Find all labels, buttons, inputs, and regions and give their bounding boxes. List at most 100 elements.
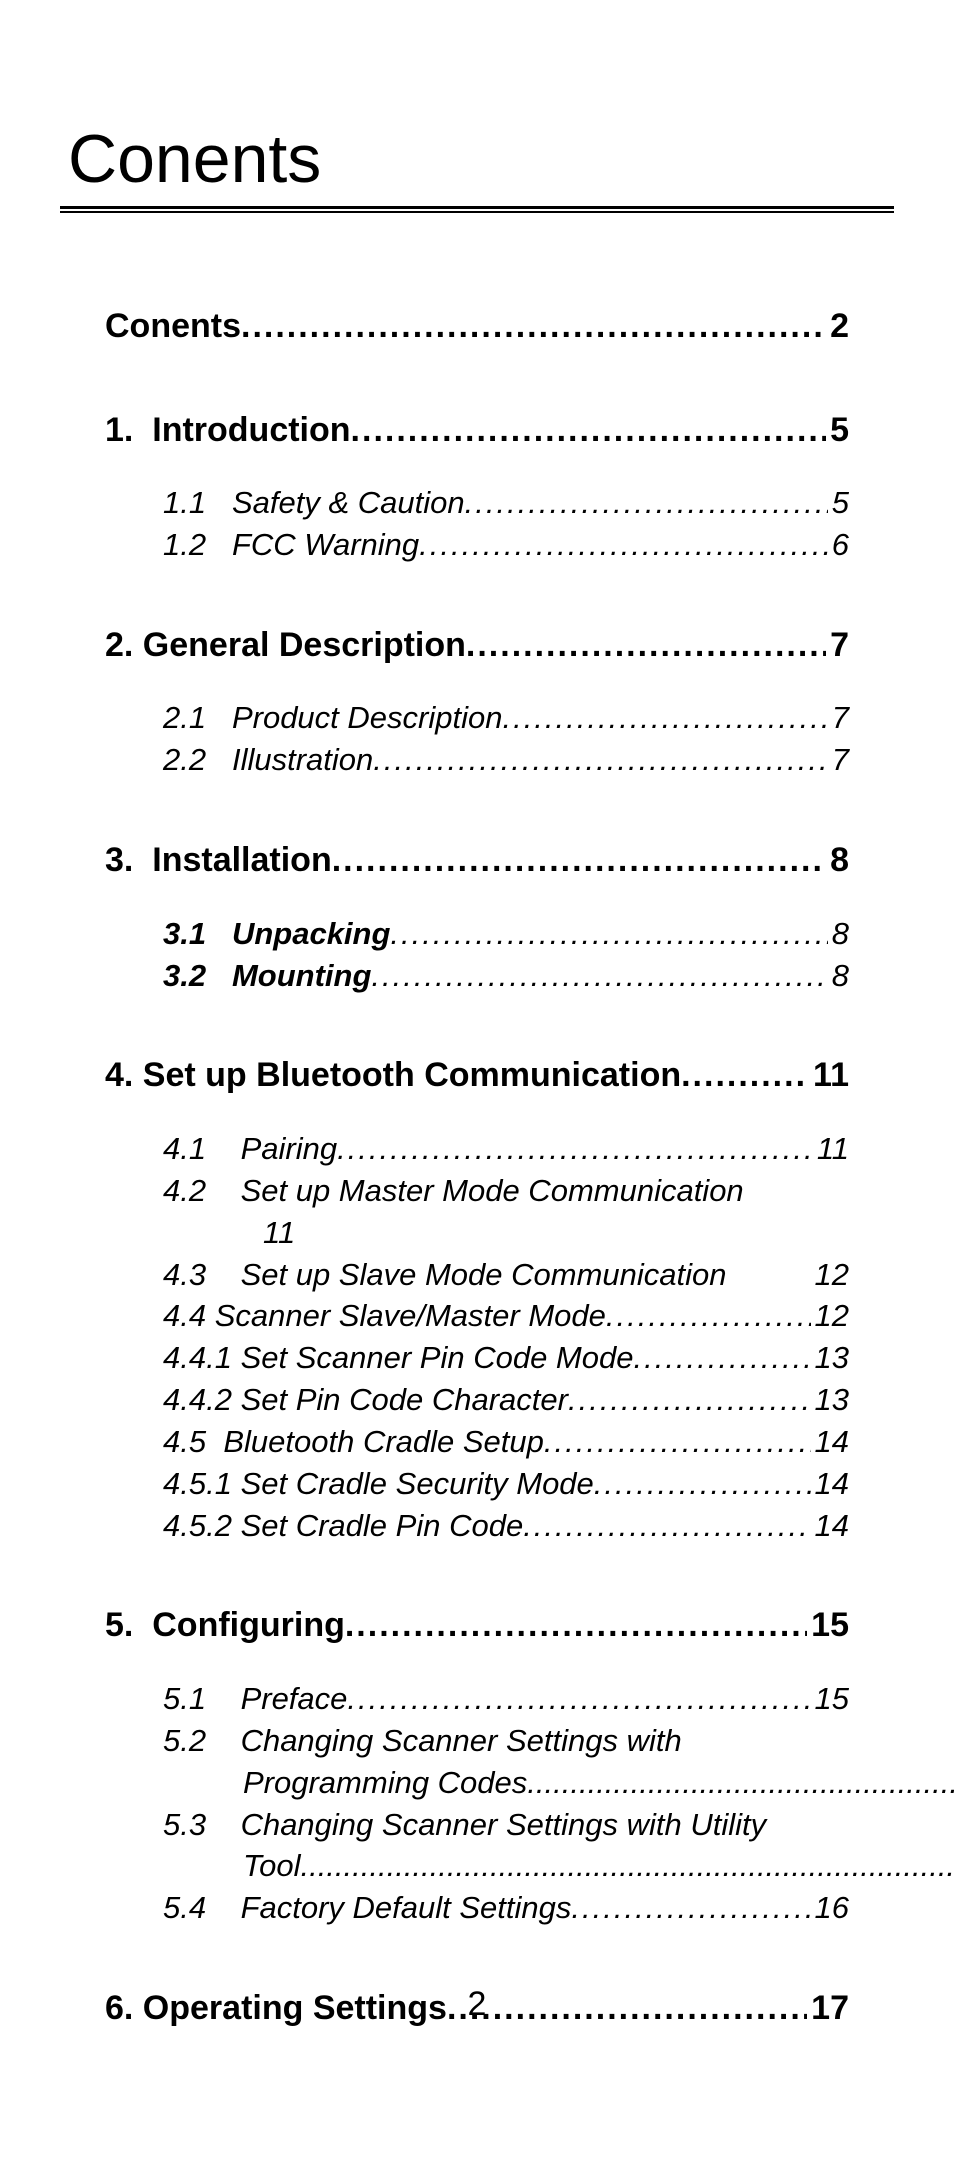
toc-entry-scanner-pin-mode: 4.4.1 Set Scanner Pin Code Mode 13 — [105, 1337, 849, 1379]
toc-leader — [502, 697, 827, 739]
toc-entry-master-mode: 4.2 Set up Master Mode Communication 11 — [105, 1170, 849, 1254]
toc-entry-mounting: 3.2 Mounting 8 — [105, 955, 849, 997]
toc-entry-conents: Conents 2 — [105, 303, 849, 351]
page-number: 2 — [0, 1985, 954, 2024]
toc-entry-utility-tool: 5.3 Changing Scanner Settings with Utili… — [105, 1804, 849, 1888]
toc-label-line2: 11 — [163, 1212, 849, 1254]
toc-label: 1.1 Safety & Caution — [163, 482, 465, 524]
toc-leader — [681, 1052, 809, 1100]
toc-label: 3.2 Mounting — [163, 955, 371, 997]
toc-label: 4.4 Scanner Slave/Master Mode — [163, 1295, 606, 1337]
toc-leader — [371, 955, 827, 997]
toc-leader — [568, 1379, 811, 1421]
toc-entry-fcc: 1.2 FCC Warning 6 — [105, 524, 849, 566]
toc-page: 7 — [828, 739, 849, 781]
toc-label: 2.1 Product Description — [163, 697, 502, 739]
toc-entry-introduction: 1. Introduction 5 — [105, 407, 849, 455]
toc-page: 8 — [828, 913, 849, 955]
toc-page: 12 — [811, 1254, 849, 1296]
toc-label: 4.1 Pairing — [163, 1128, 337, 1170]
toc-leader — [337, 1128, 813, 1170]
toc-entry-unpacking: 3.1 Unpacking 8 — [105, 913, 849, 955]
toc-leader — [351, 407, 827, 455]
toc-leader — [606, 1295, 811, 1337]
toc-entry-bluetooth: 4. Set up Bluetooth Communication 11 — [105, 1052, 849, 1100]
toc-page: 14 — [811, 1421, 849, 1463]
toc-entry-general-description: 2. General Description 7 — [105, 622, 849, 670]
toc-entry-cradle-setup: 4.5 Bluetooth Cradle Setup 14 — [105, 1421, 849, 1463]
toc-leader — [466, 622, 826, 670]
toc-entry-pin-code-char: 4.4.2 Set Pin Code Character 13 — [105, 1379, 849, 1421]
toc-leader — [544, 1421, 811, 1463]
toc-leader — [241, 303, 826, 351]
toc-page: 11 — [263, 1212, 295, 1254]
toc-label: 1.2 FCC Warning — [163, 524, 419, 566]
toc-label: 4.3 Set up Slave Mode Communication — [163, 1254, 811, 1296]
toc-entry-pairing: 4.1 Pairing 11 — [105, 1128, 849, 1170]
toc-page: 15 — [807, 1602, 849, 1650]
toc-entry-scanner-mode: 4.4 Scanner Slave/Master Mode 12 — [105, 1295, 849, 1337]
toc-label-line1: 4.2 Set up Master Mode Communication — [163, 1170, 849, 1212]
toc-label: 5.1 Preface — [163, 1678, 347, 1720]
toc-label: 4. Set up Bluetooth Communication — [105, 1052, 681, 1100]
toc-leader — [571, 1887, 810, 1929]
toc-label: 4.5 Bluetooth Cradle Setup — [163, 1421, 544, 1463]
title-rule-outer — [60, 206, 894, 209]
toc-label-line1: 5.2 Changing Scanner Settings with — [163, 1720, 849, 1762]
toc-leader — [419, 524, 828, 566]
toc-entry-product-description: 2.1 Product Description 7 — [105, 697, 849, 739]
toc-page: 16 — [811, 1887, 849, 1929]
toc-page: 5 — [828, 482, 849, 524]
toc-page: 7 — [828, 697, 849, 739]
toc-entry-installation: 3. Installation 8 — [105, 837, 849, 885]
toc-leader — [373, 739, 828, 781]
toc-label: 1. Introduction — [105, 407, 351, 455]
toc-label: 5.4 Factory Default Settings — [163, 1887, 571, 1929]
toc-entry-cradle-security: 4.5.1 Set Cradle Security Mode 14 — [105, 1463, 849, 1505]
toc-entry-illustration: 2.2 Illustration 7 — [105, 739, 849, 781]
toc-label: 2. General Description — [105, 622, 466, 670]
toc-page: 8 — [826, 837, 849, 885]
toc-page: 14 — [811, 1463, 849, 1505]
toc-leader — [345, 1602, 807, 1650]
toc-label-line2: Programming Codes 15 — [163, 1762, 849, 1804]
page: Conents Conents 2 1. Introduction 5 1.1 … — [0, 0, 954, 2174]
toc-leader — [633, 1337, 810, 1379]
toc-label: 3. Installation — [105, 837, 332, 885]
toc-label: Conents — [105, 303, 241, 351]
toc-leader — [300, 1845, 954, 1887]
toc-page: 14 — [811, 1505, 849, 1547]
toc-page: 11 — [809, 1052, 849, 1100]
toc-label-line2: Tool 16 — [163, 1845, 849, 1887]
toc-entry-factory-default: 5.4 Factory Default Settings 16 — [105, 1887, 849, 1929]
title-rule-inner — [60, 211, 894, 213]
toc-label: 5. Configuring — [105, 1602, 345, 1650]
toc-label: 2.2 Illustration — [163, 739, 373, 781]
toc-page: 6 — [828, 524, 849, 566]
toc-leader — [347, 1678, 810, 1720]
toc-entry-programming-codes: 5.2 Changing Scanner Settings with Progr… — [105, 1720, 849, 1804]
toc-entry-slave-mode: 4.3 Set up Slave Mode Communication 12 — [105, 1254, 849, 1296]
toc-leader — [523, 1505, 810, 1547]
toc-label: 4.4.1 Set Scanner Pin Code Mode — [163, 1337, 633, 1379]
toc-page: 15 — [811, 1678, 849, 1720]
toc-page: 12 — [811, 1295, 849, 1337]
toc-page: 5 — [826, 407, 849, 455]
toc-leader — [390, 913, 827, 955]
toc-page: 7 — [826, 622, 849, 670]
toc-label: 4.5.1 Set Cradle Security Mode — [163, 1463, 594, 1505]
toc-page: 2 — [826, 303, 849, 351]
toc-entry-preface: 5.1 Preface 15 — [105, 1678, 849, 1720]
toc-page: 13 — [811, 1379, 849, 1421]
toc-entry-safety: 1.1 Safety & Caution 5 — [105, 482, 849, 524]
toc-label: 3.1 Unpacking — [163, 913, 390, 955]
toc-page: 13 — [811, 1337, 849, 1379]
toc-page: 11 — [813, 1128, 849, 1170]
toc-leader — [594, 1463, 811, 1505]
toc-leader — [465, 482, 828, 524]
toc-leader — [527, 1762, 954, 1804]
toc-label-line1: 5.3 Changing Scanner Settings with Utili… — [163, 1804, 849, 1846]
page-title: Conents — [60, 120, 894, 198]
toc-page: 8 — [828, 955, 849, 997]
toc-leader — [332, 837, 826, 885]
